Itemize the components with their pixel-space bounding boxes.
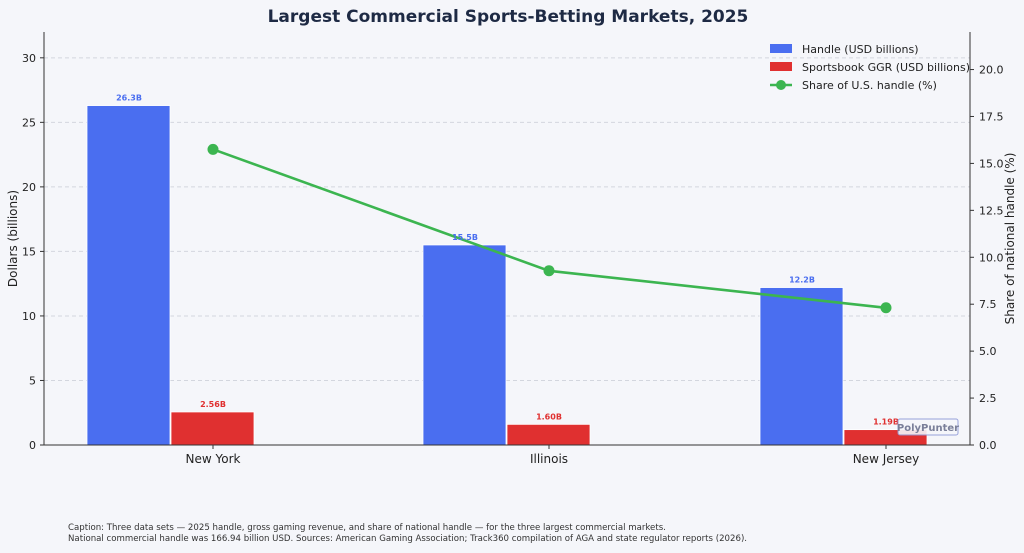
share-point xyxy=(543,265,555,277)
x-tick-label: Illinois xyxy=(530,452,568,466)
caption-line-2: National commercial handle was 166.94 bi… xyxy=(68,534,748,544)
y-tick-label: 30 xyxy=(22,52,36,65)
share-line xyxy=(207,143,892,314)
share-point xyxy=(207,143,219,155)
share-line-path xyxy=(212,148,887,310)
y2-tick-label: 10.0 xyxy=(979,251,1004,264)
ggr-data-label: 1.19B xyxy=(873,418,899,427)
caption: Caption: Three data sets — 2025 handle, … xyxy=(68,523,747,545)
legend-marker xyxy=(776,80,786,90)
axes: 0 5 10 15 20 25 30 0.0 2.5 5.0 7.5 10.0 12.5 15.0 17.5… xyxy=(6,32,1017,466)
legend: Handle (USD billions) Sportsbook GGR (USD… xyxy=(770,43,970,92)
y2-tick-label: 12.5 xyxy=(979,204,1004,217)
y2-tick-label: 20.0 xyxy=(979,64,1004,77)
y2-tick-label: 5.0 xyxy=(979,345,997,358)
ggr-bar xyxy=(170,411,255,446)
ggr-data-label: 1.60B xyxy=(536,412,562,421)
y-tick-label: 20 xyxy=(22,181,36,194)
y2-tick-label: 17.5 xyxy=(979,110,1004,123)
handle-data-label: 26.3B xyxy=(116,94,142,103)
handle-data-label: 12.2B xyxy=(789,276,815,285)
legend-label: Sportsbook GGR (USD billions) xyxy=(802,61,970,74)
ggr-data-label: 2.56B xyxy=(200,400,226,409)
share-point xyxy=(880,302,892,314)
y-axis-label: Dollars (billions) xyxy=(6,190,20,287)
handle-bar xyxy=(422,244,507,446)
bars xyxy=(86,105,928,446)
y2-axis-label: Share of national handle (%) xyxy=(1003,153,1017,325)
y2-tick-label: 0.0 xyxy=(979,439,997,452)
x-tick-label: New Jersey xyxy=(853,452,920,466)
y-tick-label: 0 xyxy=(29,439,36,452)
legend-label: Handle (USD billions) xyxy=(802,43,919,56)
y2-tick-label: 2.5 xyxy=(979,392,997,405)
legend-swatch xyxy=(770,62,792,71)
y-tick-label: 25 xyxy=(22,116,36,129)
caption-line-1: Caption: Three data sets — 2025 handle, … xyxy=(68,523,666,533)
watermark-text: PolyPunter xyxy=(897,423,959,434)
data-labels: 26.3B 2.56B 15.5B 1.60B 12.2B 1.19B xyxy=(116,94,899,427)
y-tick-label: 15 xyxy=(22,245,36,258)
y-tick-label: 5 xyxy=(29,374,36,387)
y2-tick-label: 15.0 xyxy=(979,157,1004,170)
y-tick-label: 10 xyxy=(22,310,36,323)
legend-swatch xyxy=(770,44,792,53)
handle-data-label: 15.5B xyxy=(452,233,478,242)
handle-bar xyxy=(86,105,171,446)
chart-title: Largest Commercial Sports-Betting Market… xyxy=(268,7,749,27)
legend-label: Share of U.S. handle (%) xyxy=(802,79,937,92)
x-tick-label: New York xyxy=(186,452,241,466)
ggr-bar xyxy=(506,423,591,446)
watermark-box xyxy=(897,418,959,436)
watermark: PolyPunter xyxy=(897,418,959,436)
handle-bar xyxy=(759,287,844,446)
y2-tick-label: 7.5 xyxy=(979,298,997,311)
